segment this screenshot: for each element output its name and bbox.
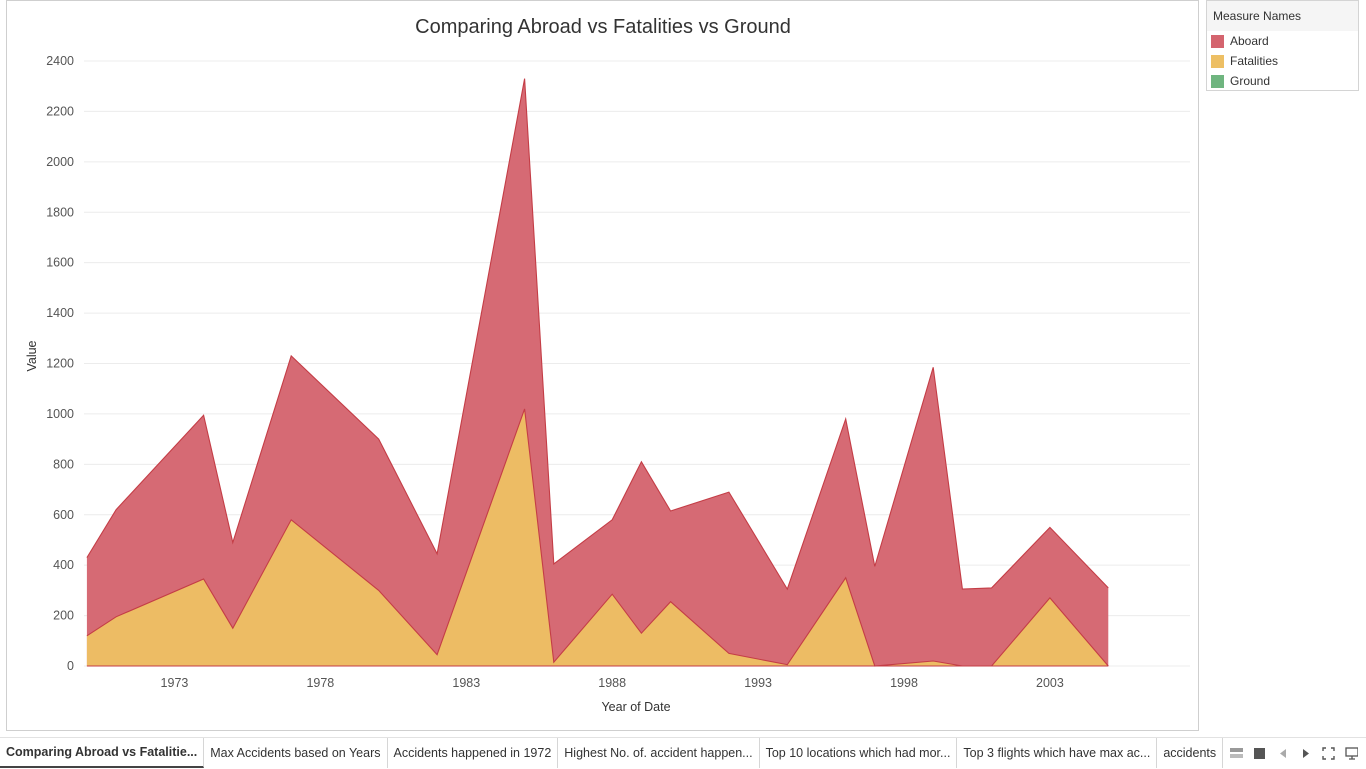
chart-title: Comparing Abroad vs Fatalities vs Ground [415, 16, 791, 38]
area-series [86, 78, 1109, 667]
x-axis-label: Year of Date [601, 700, 670, 714]
tab-accidents-1972[interactable]: Accidents happened in 1972 [388, 738, 559, 768]
y-tick-label: 1200 [46, 357, 74, 371]
legend-item-ground[interactable]: Ground [1207, 71, 1358, 91]
tab-highest-accidents[interactable]: Highest No. of. accident happen... [558, 738, 760, 768]
stop-icon[interactable] [1253, 747, 1266, 760]
fullscreen-icon[interactable] [1322, 747, 1335, 760]
presentation-icon[interactable] [1345, 747, 1358, 760]
legend-label: Ground [1230, 74, 1271, 88]
x-tick-label: 1993 [744, 676, 772, 690]
y-tick-label: 200 [53, 609, 74, 623]
y-tick-label: 600 [53, 508, 74, 522]
prev-sheet-icon[interactable] [1276, 747, 1289, 760]
tab-top-10-locations[interactable]: Top 10 locations which had mor... [760, 738, 958, 768]
next-sheet-icon[interactable] [1299, 747, 1312, 760]
y-tick-label: 1400 [46, 306, 74, 320]
legend-title: Measure Names [1207, 1, 1358, 31]
y-tick-label: 2400 [46, 54, 74, 68]
legend-item-aboard[interactable]: Aboard [1207, 31, 1358, 51]
x-tick-label: 1978 [306, 676, 334, 690]
x-tick-label: 1988 [598, 676, 626, 690]
area-aboard[interactable] [86, 78, 1109, 667]
legend-swatch-aboard [1211, 34, 1224, 48]
sheet-tab-bar: Comparing Abroad vs Fatalitie... Max Acc… [0, 737, 1366, 769]
tab-controls [1230, 738, 1366, 769]
legend-label: Aboard [1230, 34, 1269, 48]
area-chart: Comparing Abroad vs Fatalities vs Ground… [25, 16, 1190, 714]
y-tick-label: 0 [67, 659, 74, 673]
x-axis-ticks: 1973 1978 1983 1988 1993 1998 2003 [161, 676, 1064, 690]
x-tick-label: 1983 [452, 676, 480, 690]
y-tick-label: 2200 [46, 104, 74, 118]
tab-max-accidents[interactable]: Max Accidents based on Years [204, 738, 388, 768]
y-tick-label: 2000 [46, 155, 74, 169]
sheet-sorter-icon[interactable] [1230, 747, 1243, 760]
legend-item-fatalities[interactable]: Fatalities [1207, 51, 1358, 71]
line-fatalities [86, 408, 1109, 667]
legend-swatch-ground [1211, 74, 1224, 88]
tab-top-3-flights[interactable]: Top 3 flights which have max ac... [957, 738, 1158, 768]
y-axis-ticks: 0 200 400 600 800 1000 1200 1400 1600 1800 2000 220… [46, 54, 74, 673]
y-tick-label: 400 [53, 558, 74, 572]
legend-swatch-fatalities [1211, 54, 1224, 68]
x-tick-label: 2003 [1036, 676, 1064, 690]
y-tick-label: 1800 [46, 205, 74, 219]
legend: Measure Names Aboard Fatalities Ground [1206, 0, 1359, 91]
x-tick-label: 1998 [890, 676, 918, 690]
y-axis-label: Value [25, 340, 39, 371]
y-tick-label: 1000 [46, 407, 74, 421]
tab-accidents[interactable]: accidents [1157, 738, 1224, 768]
tab-comparing-aboard[interactable]: Comparing Abroad vs Fatalitie... [0, 738, 205, 768]
legend-label: Fatalities [1230, 54, 1279, 68]
area-fatalities[interactable] [86, 408, 1109, 666]
line-aboard [86, 78, 1109, 591]
y-tick-label: 1600 [46, 256, 74, 270]
y-tick-label: 800 [53, 457, 74, 471]
x-tick-label: 1973 [161, 676, 189, 690]
